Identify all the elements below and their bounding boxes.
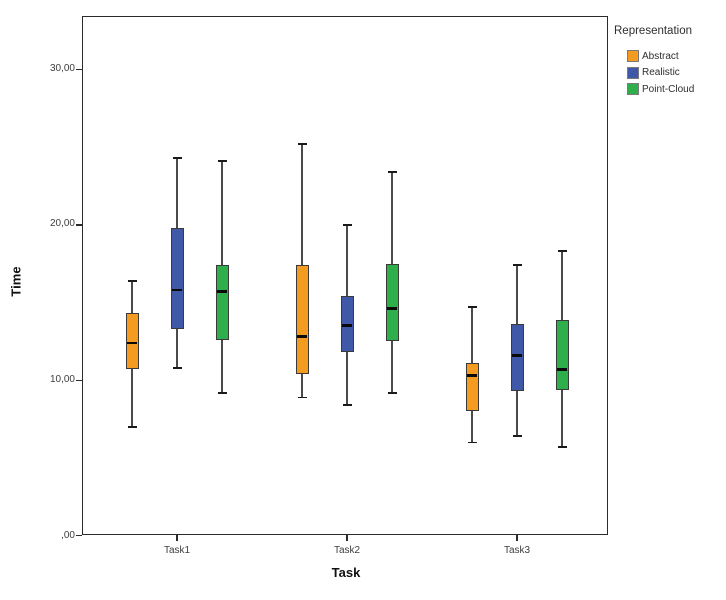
median-realistic-task1 xyxy=(172,288,182,292)
y-tick-label-0: ,00 xyxy=(61,530,75,541)
whisker-cap-high-point-cloud-task3 xyxy=(557,250,567,253)
legend-label-abstract: Abstract xyxy=(642,50,679,62)
box-point-cloud-task2 xyxy=(385,263,399,342)
median-realistic-task3 xyxy=(512,354,522,357)
whisker-cap-high-point-cloud-task1 xyxy=(217,159,227,162)
whisker-cap-low-point-cloud-task1 xyxy=(217,391,227,394)
y-tick-label-30: 30,00 xyxy=(49,63,75,74)
y-tick-label-20: 20,00 xyxy=(49,218,75,229)
legend-item-abstract: Abstract xyxy=(627,50,726,62)
whisker-cap-low-abstract-task2 xyxy=(297,396,307,399)
legend-swatch-realistic xyxy=(627,66,639,79)
legend-item-point-cloud: Point-Cloud xyxy=(627,83,726,95)
x-axis-title: Task xyxy=(331,565,361,580)
whisker-cap-high-abstract-task1 xyxy=(127,279,137,282)
whisker-cap-low-realistic-task1 xyxy=(172,366,182,369)
legend-label-point-cloud: Point-Cloud xyxy=(642,83,695,95)
median-point-cloud-task2 xyxy=(387,307,397,311)
whisker-cap-high-point-cloud-task2 xyxy=(387,170,397,173)
median-point-cloud-task3 xyxy=(557,368,567,371)
y-tick-mark-10 xyxy=(76,379,82,381)
legend-swatch-point-cloud xyxy=(627,83,639,95)
legend: Representation Abstract Realistic Point-… xyxy=(614,25,726,100)
x-tick-mark-task1 xyxy=(176,534,178,541)
legend-label-realistic: Realistic xyxy=(642,67,680,78)
whisker-cap-high-abstract-task3 xyxy=(467,306,477,309)
y-tick-mark-30 xyxy=(76,68,82,70)
median-abstract-task3 xyxy=(467,374,477,378)
legend-swatch-abstract xyxy=(627,50,639,62)
x-tick-mark-task3 xyxy=(516,534,518,541)
box-abstract-task2 xyxy=(295,265,309,375)
box-realistic-task3 xyxy=(510,324,524,392)
whisker-cap-high-realistic-task3 xyxy=(512,264,522,267)
whisker-cap-high-realistic-task2 xyxy=(342,223,352,226)
whisker-cap-high-abstract-task2 xyxy=(297,142,307,145)
whisker-cap-low-abstract-task3 xyxy=(467,441,477,444)
box-realistic-task1 xyxy=(170,227,184,329)
median-point-cloud-task1 xyxy=(217,290,227,293)
legend-item-realistic: Realistic xyxy=(627,66,726,79)
whisker-cap-high-realistic-task1 xyxy=(172,156,182,159)
box-point-cloud-task3 xyxy=(555,319,569,390)
whisker-cap-low-point-cloud-task3 xyxy=(557,446,567,449)
whisker-cap-low-abstract-task1 xyxy=(127,426,137,428)
median-abstract-task2 xyxy=(297,335,307,339)
x-tick-label-task3: Task3 xyxy=(503,545,531,556)
whisker-cap-low-realistic-task3 xyxy=(512,435,522,438)
whisker-cap-low-point-cloud-task2 xyxy=(387,391,397,394)
box-point-cloud-task1 xyxy=(215,265,229,340)
median-realistic-task2 xyxy=(342,324,352,328)
y-tick-mark-0 xyxy=(76,534,82,536)
box-realistic-task2 xyxy=(340,296,354,353)
x-tick-mark-task2 xyxy=(346,534,348,541)
box-abstract-task1 xyxy=(125,313,139,370)
x-tick-label-task2: Task2 xyxy=(333,545,361,556)
plot-area xyxy=(82,16,608,535)
median-abstract-task1 xyxy=(127,341,137,345)
whisker-cap-low-realistic-task2 xyxy=(342,404,352,407)
y-tick-mark-20 xyxy=(76,224,82,226)
box-abstract-task3 xyxy=(465,363,479,412)
y-tick-label-10: 10,00 xyxy=(49,374,75,385)
legend-title: Representation xyxy=(614,25,692,37)
x-tick-label-task1: Task1 xyxy=(163,545,191,556)
